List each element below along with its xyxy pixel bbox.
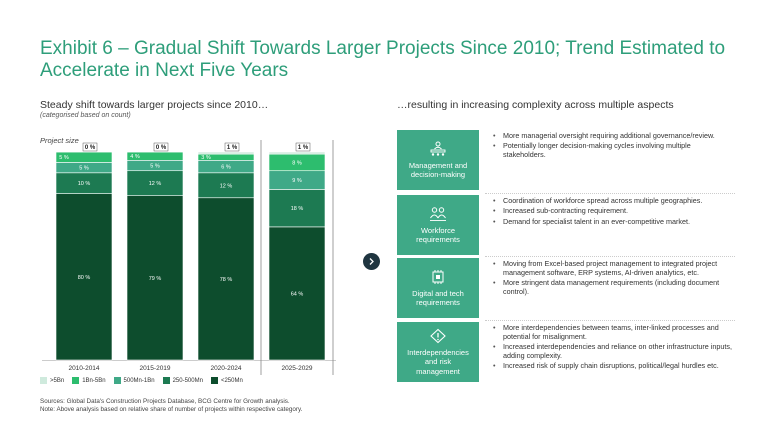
bullet-item: Increased risk of supply chain disruptio…	[493, 361, 735, 371]
top-value-badge	[153, 142, 169, 152]
bullet-item: More managerial oversight requiring addi…	[493, 131, 735, 141]
aspect-label: Workforce	[420, 225, 456, 235]
bullet-item: Potentially longer decision-making cycle…	[493, 141, 735, 160]
data-label: 6 %	[221, 165, 231, 171]
data-label: 9 %	[292, 178, 302, 184]
aspect-label: Interdependencies	[407, 347, 469, 357]
data-label: 5 %	[79, 166, 89, 172]
x-tick-label: 2025-2029	[281, 365, 312, 372]
aspect-label-box: Interdependencies and risk management	[397, 322, 479, 382]
legend-item: 250-500Mn	[162, 377, 203, 384]
data-label: 18 %	[291, 206, 304, 212]
aspect-label: requirements	[416, 298, 460, 307]
row-separator	[485, 193, 735, 194]
legend-item: >5Bn	[40, 377, 64, 384]
legend-label: 500Mn-1Bn	[123, 377, 155, 384]
aspect-bullets: More managerial oversight requiring addi…	[493, 131, 735, 161]
data-label: 5 %	[59, 155, 69, 161]
aspect-label-box: Digital and tech requirements	[397, 258, 479, 318]
y-axis-label: Project size	[40, 136, 79, 145]
left-subtitle-note: (categorised based on count)	[40, 112, 131, 119]
x-tick-label: 2015-2019	[139, 365, 170, 372]
bullet-item: Moving from Excel-based project manageme…	[493, 259, 735, 278]
legend-item: 1Bn-5Bn	[72, 377, 106, 384]
data-label: 8 %	[292, 160, 302, 166]
workforce-group-icon	[429, 206, 447, 222]
top-value-badge	[224, 142, 240, 152]
right-subtitle: …resulting in increasing complexity acro…	[397, 99, 674, 111]
legend-label: >5Bn	[50, 377, 65, 384]
bar-segment	[197, 172, 255, 199]
bullet-item: More stringent data management requireme…	[493, 278, 735, 297]
note-line: Note: Above analysis based on relative s…	[40, 406, 303, 413]
bar-segment	[268, 151, 326, 155]
aspect-label-box: Workforce requirements	[397, 195, 479, 255]
data-label: 5 %	[150, 164, 160, 170]
aspect-bullets: More interdependencies between teams, in…	[493, 323, 735, 372]
data-label: 80 %	[78, 275, 91, 281]
row-separator	[485, 256, 735, 257]
x-tick-label: 2020-2024	[210, 365, 241, 372]
data-label: 78 %	[220, 277, 233, 283]
data-label: 12 %	[149, 181, 162, 187]
sources-note: Sources: Global Data's Construction Proj…	[40, 398, 302, 414]
aspect-label: decision-making	[410, 170, 466, 179]
aspect-label: Management and	[408, 160, 468, 170]
legend-swatch	[113, 377, 121, 384]
exhibit-title: Exhibit 6 – Gradual Shift Towards Larger…	[40, 38, 726, 81]
chip-icon	[429, 269, 447, 285]
data-label: 0 %	[85, 145, 96, 151]
data-label: 0 %	[156, 145, 167, 151]
data-label: 4 %	[130, 154, 140, 160]
top-value-badge	[295, 142, 311, 152]
bullet-item: Coordination of workforce spread across …	[493, 196, 735, 206]
aspect-label: Digital and tech	[412, 288, 464, 298]
data-label: 10 %	[78, 181, 91, 187]
meeting-people-icon	[429, 141, 447, 157]
data-label: 1 %	[298, 145, 309, 151]
aspect-label-box: Management and decision-making	[397, 130, 479, 190]
aspect-bullets: Coordination of workforce spread across …	[493, 196, 735, 228]
chevron-right-icon	[363, 253, 380, 270]
top-value-badge	[82, 142, 98, 152]
legend-swatch	[162, 377, 170, 384]
legend-label: 250-500Mn	[172, 377, 203, 384]
data-label: 3 %	[201, 155, 211, 161]
bullet-item: Increased interdependencies and reliance…	[493, 342, 735, 361]
legend-swatch	[40, 377, 47, 384]
data-label: 64 %	[291, 291, 304, 297]
legend-item: <250Mn	[210, 377, 243, 384]
bullet-item: More interdependencies between teams, in…	[493, 323, 735, 342]
left-subtitle: Steady shift towards larger projects sin…	[40, 99, 269, 111]
aspect-label: and risk	[424, 357, 452, 367]
row-separator	[485, 320, 735, 321]
bullet-item: Increased sub-contracting requirement.	[493, 206, 735, 216]
data-label: 79 %	[149, 276, 162, 282]
x-tick-label: 2010-2014	[68, 365, 99, 372]
chart-legend: >5Bn 1Bn-5Bn 500Mn-1Bn 250-500Mn <250Mn	[40, 377, 243, 384]
legend-label: 1Bn-5Bn	[82, 377, 106, 384]
data-label: 1 %	[227, 145, 238, 151]
stacked-bar-chart: 80 % 10 % 5 % 5 % 0 % 2010-2014 79 % 12 % 5 % 4 %…	[42, 140, 336, 375]
legend-item: 500Mn-1Bn	[113, 377, 155, 384]
risk-warning-icon	[429, 328, 447, 344]
legend-label: <250Mn	[220, 377, 243, 384]
forecast-box	[260, 140, 334, 375]
bar-segment	[197, 197, 255, 361]
aspect-label: management	[416, 366, 460, 376]
aspect-label: requirements	[416, 235, 460, 244]
bar-segment	[268, 189, 326, 228]
aspect-bullets: Moving from Excel-based project manageme…	[493, 259, 735, 298]
sources-line: Sources: Global Data's Construction Proj…	[40, 398, 290, 405]
data-label: 12 %	[220, 183, 233, 189]
legend-swatch	[210, 377, 218, 384]
legend-swatch	[72, 377, 80, 384]
bar-segment	[197, 151, 255, 155]
bullet-item: Demand for specialist talent in an ever-…	[493, 217, 735, 227]
